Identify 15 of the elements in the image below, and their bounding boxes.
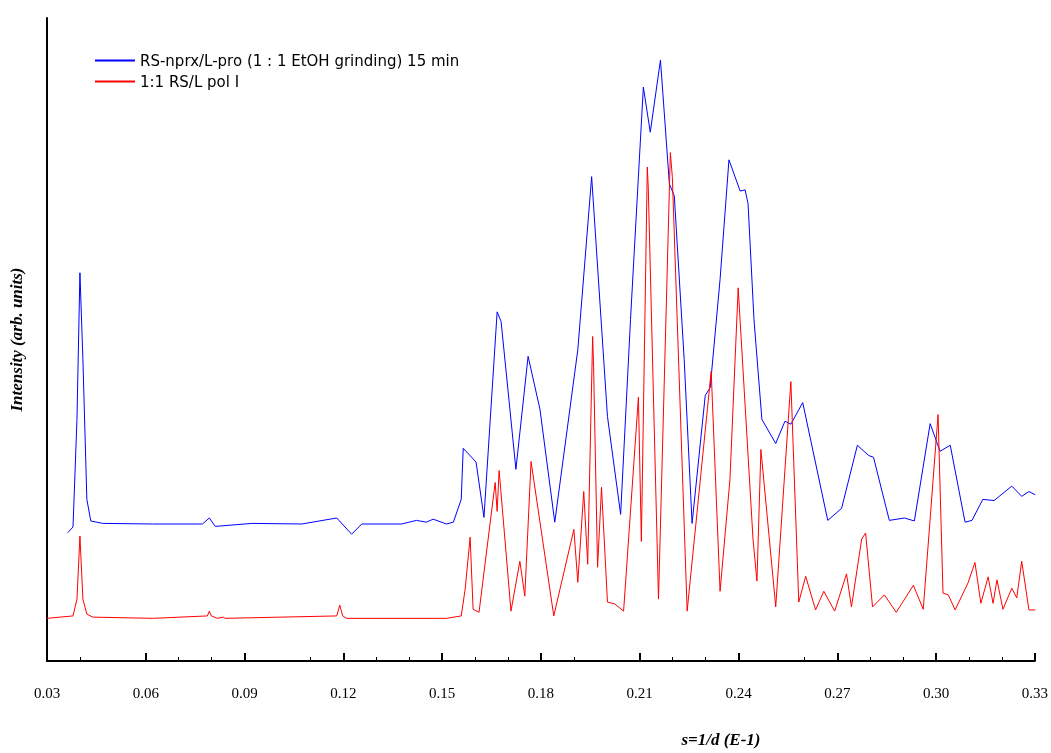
x-tick-label: 0.09 [231,684,258,701]
y-axis-title: Intensity (arb. units) [7,267,26,413]
legend-label: 1:1 RS/L pol I [140,72,240,91]
legend-label: RS-nprx/L-pro (1 : 1 EtOH grinding) 15 min [140,51,460,70]
x-tick-label: 0.12 [330,684,357,701]
x-tick-label: 0.27 [824,684,851,701]
x-tick-label: 0.15 [429,684,456,701]
x-tick-label: 0.30 [922,684,950,701]
x-tick-label: 0.21 [626,684,653,701]
x-tick-label: 0.24 [725,684,753,701]
x-axis-title: s=1/d (E-1) [680,730,761,749]
x-tick-label: 0.03 [33,684,61,701]
x-tick-label: 0.33 [1021,684,1048,701]
x-tick-label: 0.18 [527,684,555,701]
x-tick-label: 0.06 [132,684,160,701]
